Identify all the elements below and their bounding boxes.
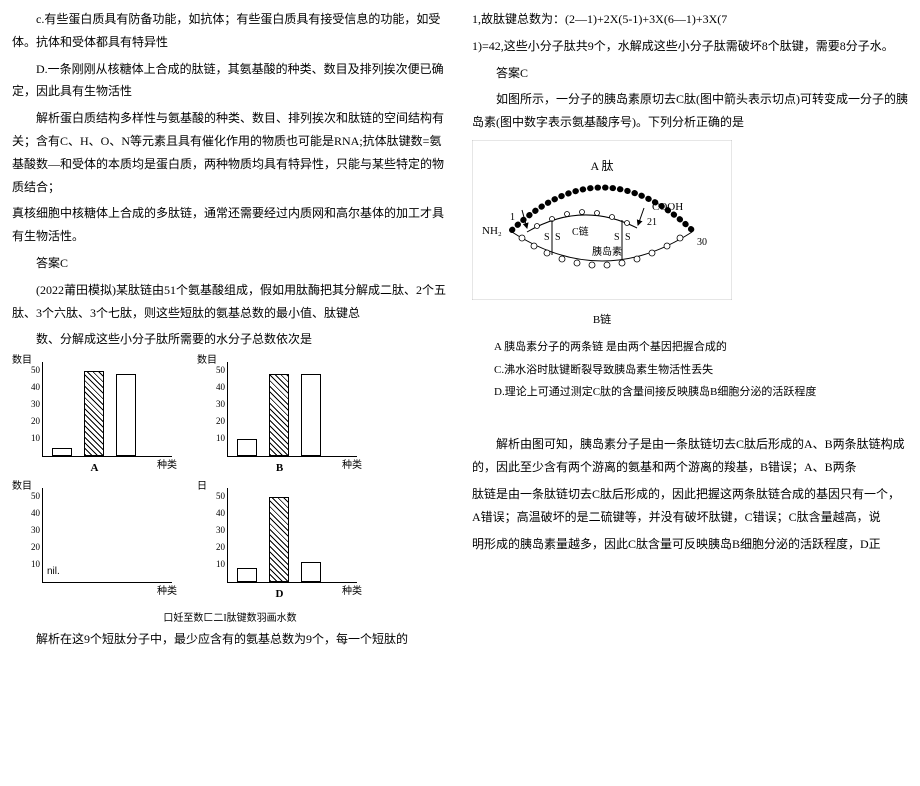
bar xyxy=(269,497,289,582)
tick: 10 xyxy=(14,556,40,573)
analysis-1b: 真核细胞中核糖体上合成的多肽链，通常还需要经过内质网和高尔基体的加工才具有生物活… xyxy=(12,202,448,248)
right-column: 1,故肽键总数为：(2—1)+2X(5-1)+3X(6—1)+3X(7 1)=4… xyxy=(460,0,920,786)
calc-1: 1,故肽键总数为：(2—1)+2X(5-1)+3X(6—1)+3X(7 xyxy=(472,8,908,31)
b-chain-caption: B链 xyxy=(472,310,732,331)
bars xyxy=(52,371,136,456)
axis-x xyxy=(227,456,357,457)
n21-label: 21 xyxy=(647,217,657,228)
bar xyxy=(301,374,321,456)
bar xyxy=(237,439,257,456)
tick: 30 xyxy=(199,396,225,413)
tick: 50 xyxy=(199,362,225,379)
nh2-label: NH₂ xyxy=(482,225,502,237)
analysis-2: 解析在这9个短肽分子中，最少应含有的氨基总数为9个，每一个短肽的 xyxy=(12,628,448,651)
para-c: c.有些蛋白质具有防备功能，如抗体；有些蛋白质具有接受信息的功能，如受体。抗体和… xyxy=(12,8,448,54)
answer-2: 答案C xyxy=(472,62,908,85)
insulin-label: 胰岛素 xyxy=(592,245,622,258)
sublabel-d: D xyxy=(276,584,284,605)
para-d: D.一条刚刚从核糖体上合成的肽链，其氨基酸的种类、数目及排列挨次便已确定，因此具… xyxy=(12,58,448,104)
question-2: (2022莆田模拟)某肽链由51个氨基酸组成，假如用肽酶把其分解成二肽、2个五肽… xyxy=(12,279,448,325)
axis-x xyxy=(227,582,357,583)
option-d: D.理论上可通过测定C肽的含量间接反映胰岛B细胞分泌的活跃程度 xyxy=(494,382,908,403)
a-chain-label: A 肽 xyxy=(590,158,613,173)
bars xyxy=(237,497,321,582)
c-chain-label: C链 xyxy=(572,225,589,238)
tick: 20 xyxy=(199,539,225,556)
chart-b: 数目 50 40 30 20 10 种类 B xyxy=(197,357,362,477)
bar xyxy=(52,448,72,456)
bars xyxy=(237,374,321,456)
axis-x xyxy=(42,582,172,583)
tick: 50 xyxy=(14,488,40,505)
tick: 40 xyxy=(14,505,40,522)
option-a: A 胰岛素分子的两条链 是由两个基因把握合成的 xyxy=(494,337,908,358)
charts-row-1: 数目 50 40 30 20 10 种类 A 数目 50 40 xyxy=(12,357,448,477)
n30-label: 30 xyxy=(697,237,707,248)
tick: 30 xyxy=(14,522,40,539)
insulin-diagram: A 肽 S S xyxy=(472,140,732,331)
bar xyxy=(301,562,321,582)
calc-2: 1)=42,这些小分子肽共9个，水解成这些小分子肽需破坏8个肽键，需要8分子水。 xyxy=(472,35,908,58)
axis-y xyxy=(227,488,228,583)
xlabel-b: 种类 xyxy=(342,456,362,475)
axis-y xyxy=(42,488,43,583)
tick: 20 xyxy=(199,413,225,430)
s-label: S xyxy=(555,232,561,243)
question-3: 如图所示，一分子的胰岛素原切去C肽(图中箭头表示切点)可转变成一分子的胰岛素(图… xyxy=(472,88,908,134)
xlabel-a: 种类 xyxy=(157,456,177,475)
analysis-3c: 明形成的胰岛素量越多，因此C肽含量可反映胰岛B细胞分泌的活跃程度，D正 xyxy=(472,533,908,556)
axis-x xyxy=(42,456,172,457)
tick: 30 xyxy=(199,522,225,539)
sublabel-a: A xyxy=(91,458,99,479)
tick: 10 xyxy=(14,430,40,447)
sublabel-b: B xyxy=(276,458,283,479)
analysis-3b: 肽链是由一条肽链切去C肽后形成的，因此把握这两条肽链合成的基因只有一个，A错误；… xyxy=(472,483,908,529)
s-label: S xyxy=(614,232,620,243)
chart-d: 日 50 40 30 20 10 种类 D xyxy=(197,483,362,603)
tick: 40 xyxy=(199,379,225,396)
insulin-svg: A 肽 S S xyxy=(472,140,732,300)
analysis-3a: 解析由图可知，胰岛素分子是由一条肽链切去C肽后形成的A、B两条肽链构成的，因此至… xyxy=(472,433,908,479)
option-c: C.沸水浴时肽键断裂导致胰岛素生物活性丢失 xyxy=(494,360,908,381)
tick: 50 xyxy=(14,362,40,379)
bar xyxy=(84,371,104,456)
analysis-1: 解析蛋白质结构多样性与氨基酸的种类、数目、排列挨次和肽链的空间结构有关；含有C、… xyxy=(12,107,448,198)
xlabel-d: 种类 xyxy=(342,582,362,601)
bar xyxy=(269,374,289,456)
tick: 50 xyxy=(199,488,225,505)
cooh-label: COOH xyxy=(652,201,683,213)
tick: 20 xyxy=(14,413,40,430)
tick: 10 xyxy=(199,556,225,573)
tick: 20 xyxy=(14,539,40,556)
left-column: c.有些蛋白质具有防备功能，如抗体；有些蛋白质具有接受信息的功能，如受体。抗体和… xyxy=(0,0,460,786)
tick: 30 xyxy=(14,396,40,413)
tick: 40 xyxy=(199,505,225,522)
n1-label: 1 xyxy=(510,212,515,223)
charts-row-2: 数目 50 40 30 20 10 nil. 种类 日 50 40 30 20 … xyxy=(12,483,448,603)
bar xyxy=(116,374,136,456)
xlabel-c: 种类 xyxy=(157,582,177,601)
s-label: S xyxy=(544,232,550,243)
chart-c: 数目 50 40 30 20 10 nil. 种类 xyxy=(12,483,177,603)
bar xyxy=(237,568,257,582)
axis-y xyxy=(42,362,43,457)
s-label: S xyxy=(625,232,631,243)
chart-a: 数目 50 40 30 20 10 种类 A xyxy=(12,357,177,477)
answer-1: 答案C xyxy=(12,252,448,275)
nil-text: nil. xyxy=(47,562,60,581)
question-2b: 数、分解成这些小分子肽所需要的水分子总数依次是 xyxy=(12,328,448,351)
chart-legend: 口妊至数匚二I肽键数羽画水数 xyxy=(12,609,448,628)
axis-y xyxy=(227,362,228,457)
tick: 10 xyxy=(199,430,225,447)
tick: 40 xyxy=(14,379,40,396)
